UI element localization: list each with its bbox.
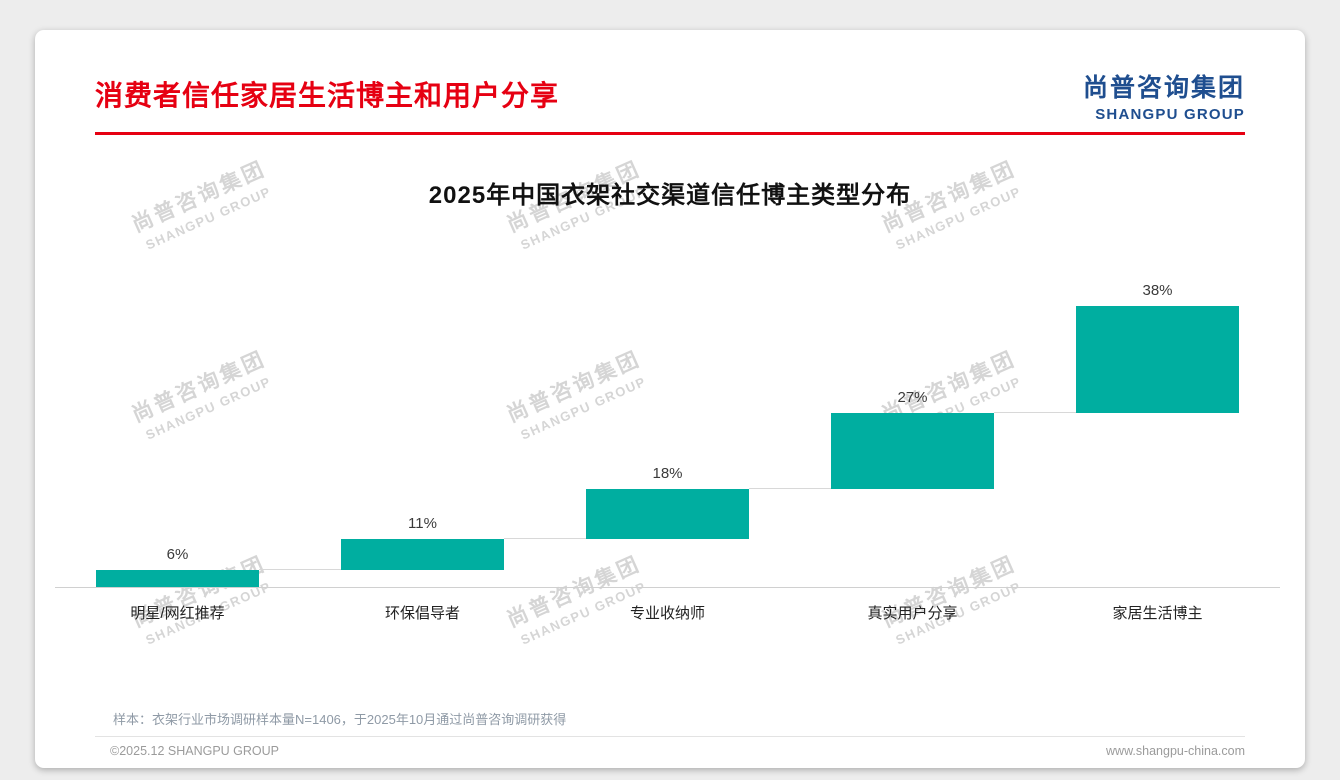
sample-note: 样本：衣架行业市场调研样本量N=1406，于2025年10月通过尚普咨询调研获得 <box>113 712 567 727</box>
chart: 2025年中国衣架社交渠道信任博主类型分布 6% 11% 18% 27% 38% 明星/… <box>55 175 1280 623</box>
title-underline <box>95 132 1245 135</box>
footer: ©2025.12 SHANGPU GROUP www.shangpu-china… <box>95 744 1245 758</box>
bar-1 <box>341 539 504 571</box>
connector-line <box>748 487 832 489</box>
header: 消费者信任家居生活博主和用户分享 尚普咨询集团 SHANGPU GROUP <box>95 68 1245 123</box>
bar-value-label: 27% <box>897 388 928 406</box>
bar-value-label: 11% <box>408 515 437 533</box>
page-title: 消费者信任家居生活博主和用户分享 <box>95 80 560 111</box>
connector-line <box>993 411 1077 413</box>
connector-line <box>258 569 342 571</box>
brand-logo-chinese: 尚普咨询集团 <box>1082 74 1245 102</box>
brand-logo-english: SHANGPU GROUP <box>1095 106 1245 123</box>
chart-title: 2025年中国衣架社交渠道信任博主类型分布 <box>428 182 912 209</box>
category-label: 真实用户分享 <box>867 605 958 622</box>
chart-category-labels: 明星/网红推荐 环保倡导者 专业收纳师 真实用户分享 家居生活博主 <box>55 602 1280 623</box>
category-label: 专业收纳师 <box>629 605 705 622</box>
bar-0 <box>96 570 259 587</box>
bar-2 <box>586 488 749 540</box>
category-label: 家居生活博主 <box>1112 605 1203 622</box>
bar-value-label: 38% <box>1142 282 1173 299</box>
brand-logo: 尚普咨询集团 SHANGPU GROUP <box>1083 68 1245 123</box>
connector-line <box>503 538 587 540</box>
footer-divider <box>95 736 1245 737</box>
bar-3 <box>831 412 994 489</box>
category-label: 环保倡导者 <box>384 605 460 622</box>
bar-4 <box>1076 306 1239 413</box>
bar-value-label: 18% <box>652 464 683 482</box>
copyright-text: ©2025.12 SHANGPU GROUP <box>110 744 279 758</box>
website-url: www.shangpu-china.com <box>1106 744 1245 758</box>
bar-value-label: 6% <box>166 546 189 564</box>
chart-plot-area: 6% 11% 18% 27% 38% <box>55 282 1280 588</box>
slide-card: 尚普咨询集团 SHANGPU GROUP 尚普咨询集团 SHANGPU GROUP 尚普… <box>35 30 1305 768</box>
category-label: 明星/网红推荐 <box>130 605 225 622</box>
